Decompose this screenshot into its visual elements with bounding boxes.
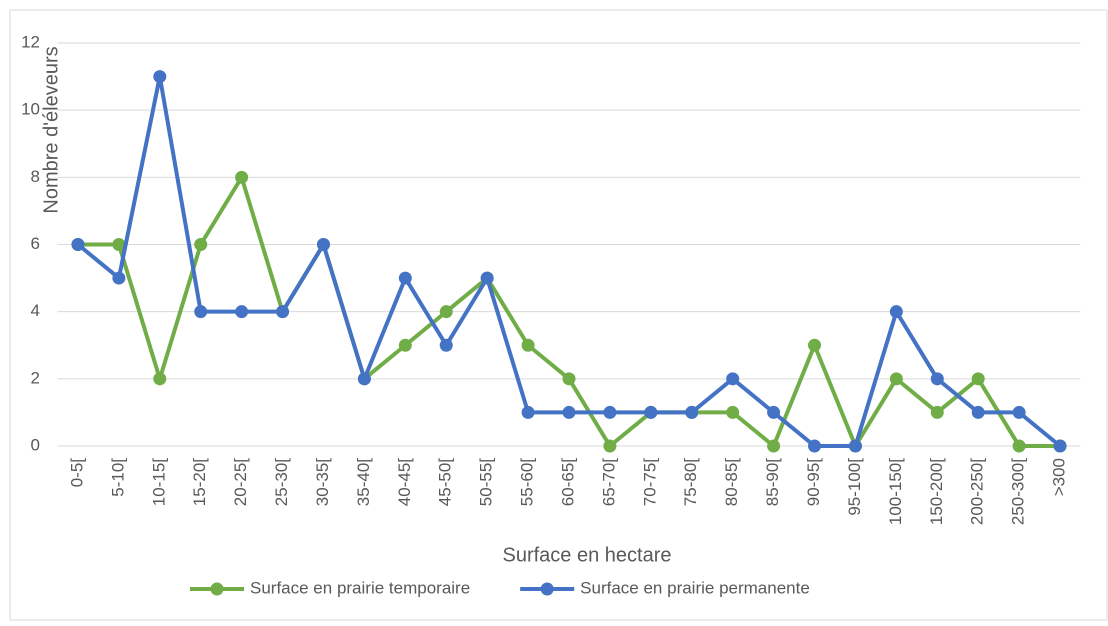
legend-label: Surface en prairie permanente	[580, 578, 810, 597]
data-point	[439, 305, 453, 319]
data-point	[808, 338, 822, 352]
data-point	[153, 372, 167, 386]
data-point	[480, 271, 494, 285]
legend-label: Surface en prairie temporaire	[250, 578, 470, 597]
data-point	[235, 170, 249, 184]
data-point	[153, 70, 167, 84]
legend-marker	[210, 582, 224, 596]
x-tick-label: >300	[1050, 458, 1069, 496]
x-tick-label: 70-75[	[640, 458, 659, 506]
x-tick-label: 100-150[	[886, 458, 905, 525]
data-point	[194, 238, 208, 251]
data-point	[930, 405, 944, 419]
data-point	[276, 305, 290, 319]
data-point	[603, 439, 617, 453]
data-point	[808, 439, 822, 453]
data-point	[971, 405, 985, 419]
x-tick-label: 30-35[	[313, 458, 332, 506]
x-tick-label: 15-20[	[190, 458, 209, 506]
data-point	[930, 372, 944, 386]
data-point	[235, 305, 249, 319]
data-point	[316, 238, 330, 251]
y-tick-label: 4	[31, 301, 40, 320]
data-point	[71, 238, 85, 251]
x-axis-title: Surface en hectare	[503, 544, 672, 566]
data-point	[439, 338, 453, 352]
x-tick-label: 250-300[	[1009, 458, 1028, 525]
x-tick-label: 20-25[	[231, 458, 250, 506]
data-point	[398, 338, 412, 352]
y-tick-label: 12	[21, 32, 40, 51]
data-point	[726, 372, 740, 386]
data-point	[521, 405, 535, 419]
x-tick-label: 0-5[	[67, 458, 86, 488]
data-point	[644, 405, 658, 419]
data-point	[848, 439, 862, 453]
x-tick-label: 55-60[	[518, 458, 537, 506]
y-tick-label: 8	[31, 167, 40, 186]
data-point	[562, 372, 576, 386]
data-point	[357, 372, 371, 386]
x-tick-label: 150-200[	[927, 458, 946, 525]
y-tick-label: 0	[31, 435, 40, 454]
data-point	[726, 405, 740, 419]
data-point	[1012, 405, 1026, 419]
data-point	[112, 271, 126, 285]
data-point	[398, 271, 412, 285]
chart-border	[9, 9, 1108, 621]
x-tick-label: 25-30[	[272, 458, 291, 506]
data-point	[767, 405, 781, 419]
data-point	[889, 305, 903, 319]
x-tick-label: 80-85[	[722, 458, 741, 506]
x-tick-label: 65-70[	[599, 458, 618, 506]
x-tick-label: 50-55[	[477, 458, 496, 506]
data-point	[685, 405, 699, 419]
x-tick-label: 200-250[	[968, 458, 987, 525]
y-tick-label: 6	[31, 234, 40, 253]
x-tick-label: 35-40[	[354, 458, 373, 506]
data-point	[521, 338, 535, 352]
data-point	[112, 238, 126, 251]
y-tick-label: 2	[31, 368, 40, 387]
x-tick-label: 5-10[	[108, 458, 127, 497]
x-tick-label: 90-95[	[804, 458, 823, 506]
legend-marker	[540, 582, 554, 596]
y-axis-title: Nombre d'éleveurs	[40, 46, 62, 213]
data-point	[603, 405, 617, 419]
data-point	[562, 405, 576, 419]
x-tick-label: 95-100[	[845, 458, 864, 516]
x-tick-label: 85-90[	[763, 458, 782, 506]
data-point	[1012, 439, 1026, 453]
x-tick-label: 40-45[	[395, 458, 414, 506]
data-point	[971, 372, 985, 386]
x-tick-label: 75-80[	[681, 458, 700, 506]
data-point	[767, 439, 781, 453]
x-tick-label: 60-65[	[558, 458, 577, 506]
x-tick-label: 45-50[	[436, 458, 455, 506]
x-tick-label: 10-15[	[149, 458, 168, 506]
data-point	[194, 305, 208, 319]
y-tick-label: 10	[21, 100, 40, 119]
data-point	[889, 372, 903, 386]
data-point	[1053, 439, 1067, 453]
